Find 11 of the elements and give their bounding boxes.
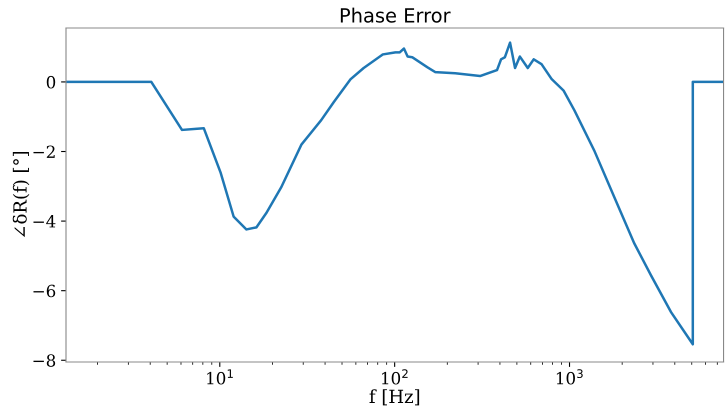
x-axis-title: f [Hz]: [370, 389, 420, 406]
y-axis-title: ∠δR(f) [°]: [12, 152, 30, 238]
y-tick-label: −8: [33, 354, 56, 367]
y-tick-label: −6: [33, 284, 56, 298]
y-tick-label: −2: [33, 145, 55, 158]
y-tick-label: 0: [46, 76, 56, 88]
x-tick-label: 10$^{3}$: [556, 369, 583, 384]
x-tick-label: 10$^{2}$: [382, 369, 408, 384]
chart-title: Phase Error: [340, 8, 451, 23]
y-tick-label: −4: [33, 215, 56, 228]
x-tick-label: 10$^{1}$: [207, 369, 233, 385]
